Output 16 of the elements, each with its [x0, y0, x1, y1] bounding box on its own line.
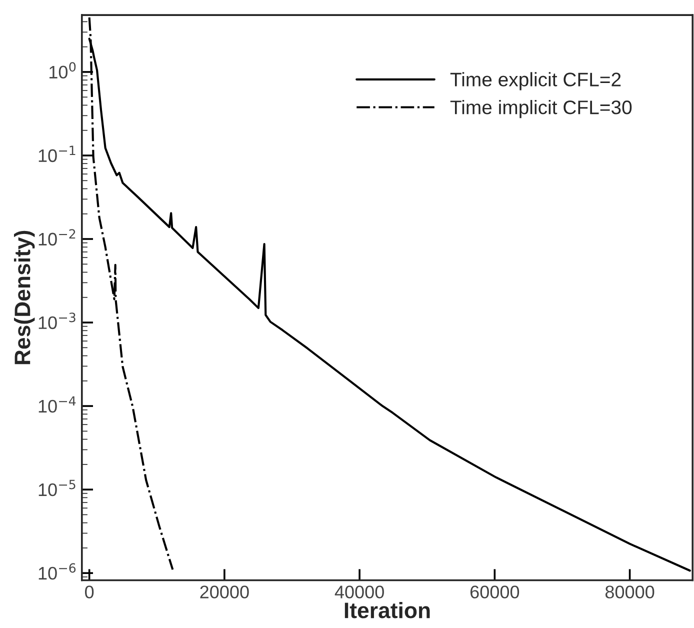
legend-label: Time implicit CFL=30: [450, 100, 632, 118]
y-tick-label: 10$^{−5}$: [38, 480, 76, 496]
y-tick-label: 10$^{0}$: [50, 62, 76, 79]
x-tick-label: 0: [85, 586, 94, 598]
legend-label: Time explicit CFL=2: [450, 72, 621, 90]
y-tick-label: 10$^{−1}$: [38, 146, 76, 162]
x-tick-label: 20000: [200, 586, 249, 598]
y-tick-label: 10$^{−3}$: [38, 312, 76, 330]
x-tick-label: 80000: [605, 586, 654, 598]
y-axis-title: Res(Density): [14, 230, 35, 364]
x-tick-label: 40000: [334, 586, 384, 598]
y-tick-label: 10$^{−4}$: [38, 396, 76, 413]
x-axis-title: Iteration: [344, 602, 430, 618]
x-tick-label: 60000: [470, 586, 520, 598]
y-tick-label: 10$^{−6}$: [38, 563, 76, 580]
y-tick-label: 10$^{−2}$: [38, 229, 76, 246]
